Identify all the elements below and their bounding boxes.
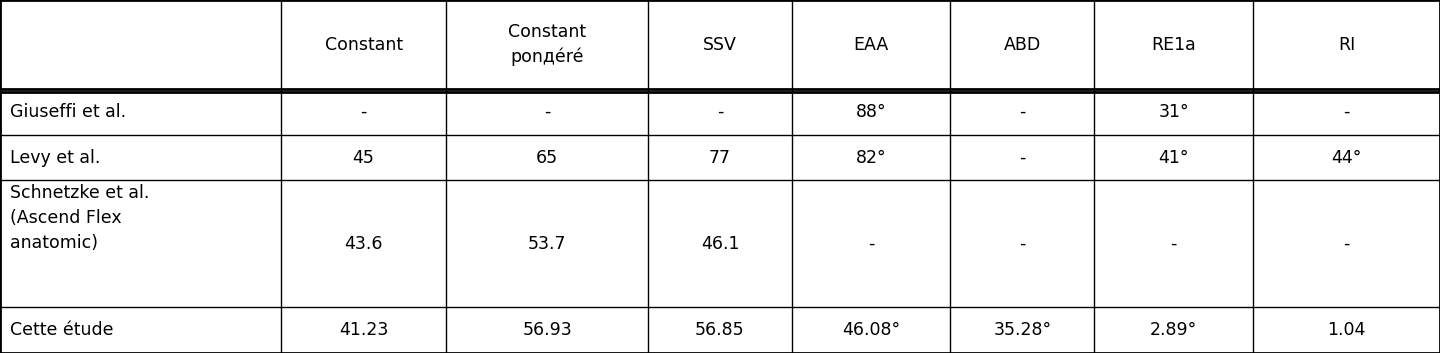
Text: 53.7: 53.7 bbox=[528, 235, 566, 253]
Text: 43.6: 43.6 bbox=[344, 235, 383, 253]
Text: -: - bbox=[544, 103, 550, 121]
Text: EAA: EAA bbox=[854, 36, 888, 54]
Text: 56.85: 56.85 bbox=[696, 321, 744, 339]
Text: 44°: 44° bbox=[1331, 149, 1362, 167]
Text: 88°: 88° bbox=[855, 103, 887, 121]
Text: ABD: ABD bbox=[1004, 36, 1041, 54]
Text: 41°: 41° bbox=[1158, 149, 1189, 167]
Text: Giuseffi et al.: Giuseffi et al. bbox=[10, 103, 127, 121]
Text: -: - bbox=[1344, 103, 1349, 121]
Text: 31°: 31° bbox=[1158, 103, 1189, 121]
Text: RI: RI bbox=[1338, 36, 1355, 54]
Text: 77: 77 bbox=[708, 149, 732, 167]
Text: 35.28°: 35.28° bbox=[994, 321, 1051, 339]
Text: -: - bbox=[1171, 235, 1176, 253]
Text: -: - bbox=[1344, 235, 1349, 253]
Text: 41.23: 41.23 bbox=[338, 321, 389, 339]
Text: 82°: 82° bbox=[855, 149, 887, 167]
Text: 65: 65 bbox=[536, 149, 559, 167]
Text: -: - bbox=[717, 103, 723, 121]
Text: Levy et al.: Levy et al. bbox=[10, 149, 101, 167]
Text: Cette étude: Cette étude bbox=[10, 321, 114, 339]
Text: -: - bbox=[1020, 103, 1025, 121]
Text: Constant
ponдéré: Constant ponдéré bbox=[508, 23, 586, 66]
Text: 45: 45 bbox=[353, 149, 374, 167]
Text: -: - bbox=[1020, 235, 1025, 253]
Text: Constant: Constant bbox=[324, 36, 403, 54]
Text: SSV: SSV bbox=[703, 36, 737, 54]
Text: 2.89°: 2.89° bbox=[1151, 321, 1197, 339]
Text: Schnetzke et al.
(Ascend Flex
anatomic): Schnetzke et al. (Ascend Flex anatomic) bbox=[10, 184, 150, 252]
Text: 46.1: 46.1 bbox=[701, 235, 739, 253]
Text: 1.04: 1.04 bbox=[1328, 321, 1365, 339]
Text: -: - bbox=[360, 103, 367, 121]
Text: RE1a: RE1a bbox=[1151, 36, 1197, 54]
Text: 46.08°: 46.08° bbox=[842, 321, 900, 339]
Text: 56.93: 56.93 bbox=[523, 321, 572, 339]
Text: -: - bbox=[1020, 149, 1025, 167]
Text: -: - bbox=[868, 235, 874, 253]
